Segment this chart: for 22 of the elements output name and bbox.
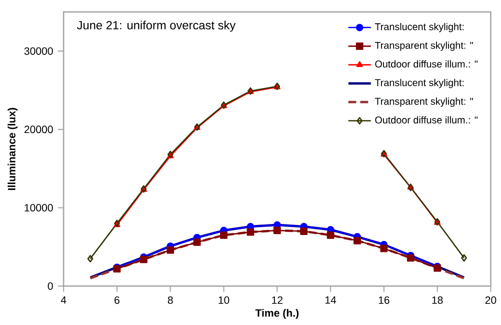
legend-label: Outdoor diffuse illum.: " [375, 60, 478, 68]
text: June 21: uniform overcast sky [76, 20, 236, 32]
legend-label: Transparent skylight: " [374, 42, 473, 51]
x-tick-label: 14 [325, 296, 336, 304]
x-tick-label: 16 [378, 296, 390, 304]
x-tick-label: 20 [485, 296, 496, 304]
legend-label: Outdoor diffuse illum.: " [375, 116, 478, 124]
y-tick-label: 20000 [24, 126, 53, 134]
y-tick-label: 0 [48, 282, 53, 290]
x-tick-label: 6 [114, 296, 120, 304]
legend-label: Translucent skylight: [374, 78, 464, 88]
x-tick-label: 4 [60, 296, 66, 304]
y-tick-label: 30000 [24, 47, 53, 55]
y-tick-label: 10000 [24, 204, 53, 212]
legend-label: Translucent skylight: [374, 23, 464, 32]
x-tick-label: 8 [168, 296, 173, 304]
y-axis-title: Illuminance (lux) [8, 108, 18, 190]
x-tick-label: 10 [218, 296, 230, 304]
x-tick-label: 18 [432, 296, 443, 304]
x-axis-title: Time (h.) [255, 309, 299, 319]
legend-label: Transparent skylight: " [374, 98, 473, 107]
x-tick-label: 12 [272, 296, 282, 304]
